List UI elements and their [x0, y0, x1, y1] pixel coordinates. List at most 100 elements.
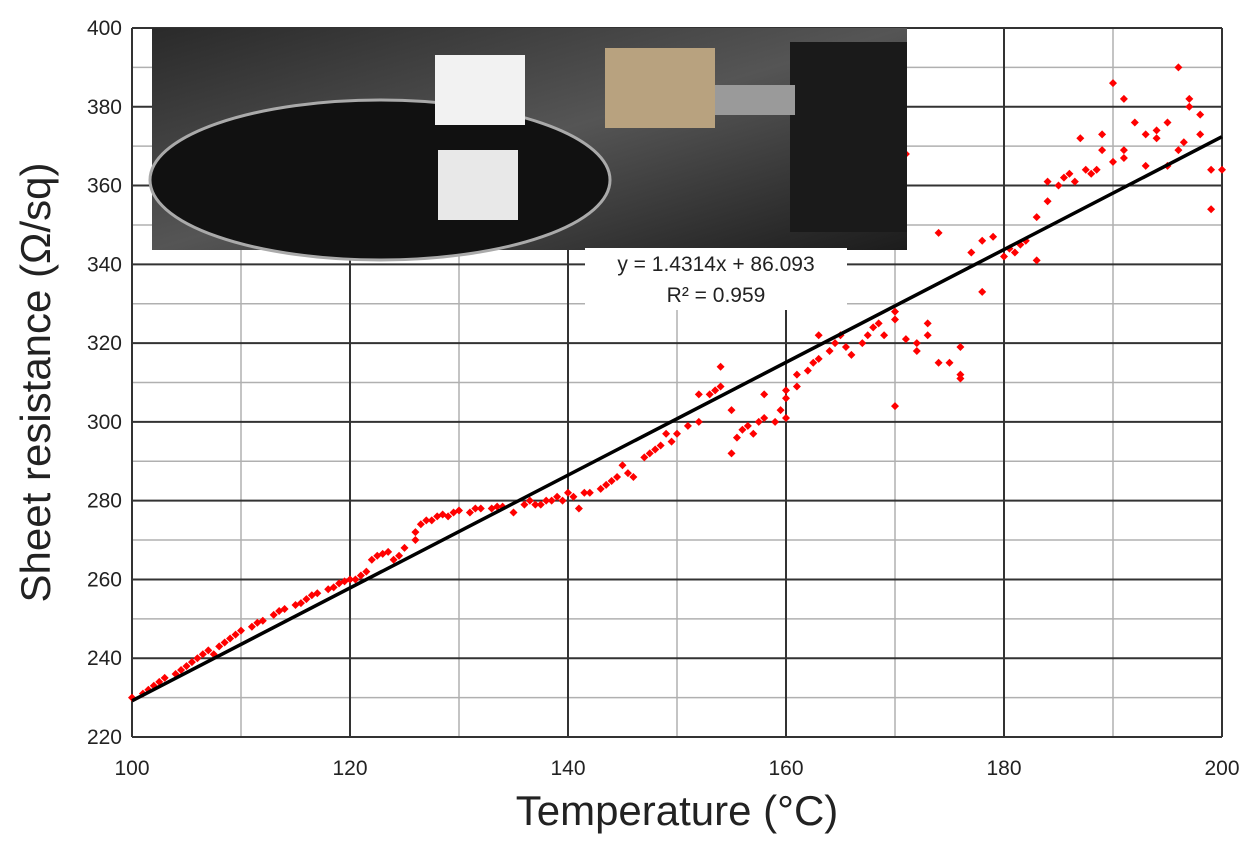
- point: [716, 382, 725, 391]
- point: [1207, 165, 1216, 174]
- point: [220, 638, 229, 647]
- point: [302, 595, 311, 604]
- point: [198, 650, 207, 659]
- point: [362, 567, 371, 576]
- point: [520, 500, 529, 509]
- point: [416, 520, 425, 529]
- point: [623, 469, 632, 478]
- y-tick-label: 340: [87, 253, 122, 276]
- point: [351, 575, 360, 584]
- point: [651, 445, 660, 454]
- y-tick-label: 400: [87, 17, 122, 40]
- point: [754, 417, 763, 426]
- point: [782, 413, 790, 422]
- point: [645, 449, 654, 458]
- point: [956, 370, 965, 379]
- photo-inset: [148, 28, 907, 262]
- point: [607, 476, 616, 485]
- point: [1010, 248, 1019, 257]
- point: [1054, 181, 1063, 190]
- point: [1032, 213, 1041, 222]
- point: [187, 658, 196, 667]
- point: [934, 358, 943, 367]
- point: [411, 528, 420, 537]
- point: [743, 421, 752, 430]
- trendline: [131, 135, 1223, 703]
- x-tick-label: 180: [986, 757, 1021, 780]
- point: [542, 496, 551, 505]
- point: [869, 323, 878, 332]
- point: [978, 287, 987, 296]
- point: [215, 642, 224, 651]
- point: [825, 346, 834, 355]
- point: [776, 406, 785, 415]
- point: [509, 508, 518, 517]
- x-axis-label: Temperature (°C): [516, 787, 839, 834]
- point: [1141, 161, 1150, 170]
- point: [177, 666, 186, 675]
- point: [858, 339, 867, 348]
- point: [891, 307, 899, 316]
- point: [705, 390, 714, 399]
- point: [814, 331, 823, 340]
- x-tick-label: 100: [114, 757, 149, 780]
- point: [831, 339, 840, 348]
- point: [803, 366, 812, 375]
- point: [558, 496, 567, 505]
- y-tick-label: 220: [87, 726, 122, 749]
- point: [204, 646, 213, 655]
- y-tick-label: 300: [87, 411, 122, 434]
- y-tick-label: 260: [87, 568, 122, 591]
- point: [226, 634, 235, 643]
- point: [585, 488, 594, 497]
- point: [444, 512, 453, 521]
- point: [596, 484, 605, 493]
- point: [814, 354, 823, 363]
- point: [618, 461, 627, 470]
- point: [640, 453, 649, 462]
- point: [525, 496, 534, 505]
- point: [547, 496, 556, 505]
- point: [738, 425, 747, 434]
- point: [978, 236, 987, 245]
- point: [934, 228, 943, 237]
- point: [329, 583, 338, 592]
- point: [356, 571, 365, 580]
- point: [1065, 169, 1074, 178]
- point: [1098, 130, 1107, 139]
- point: [841, 343, 850, 352]
- point: [771, 417, 780, 426]
- trendline-equation: y = 1.4314x + 86.093: [617, 253, 814, 276]
- point: [1174, 146, 1183, 155]
- point: [465, 508, 474, 517]
- point: [629, 473, 638, 482]
- point: [760, 413, 769, 422]
- point: [160, 673, 169, 682]
- point: [662, 429, 671, 438]
- point: [280, 604, 289, 613]
- point: [923, 319, 932, 328]
- point: [476, 504, 485, 513]
- x-tick-label: 140: [550, 757, 585, 780]
- point: [258, 616, 267, 625]
- point: [269, 610, 278, 619]
- point: [1032, 256, 1041, 265]
- x-tick-label: 120: [332, 757, 367, 780]
- point: [1141, 130, 1150, 139]
- point: [422, 516, 431, 525]
- point: [1207, 205, 1216, 214]
- point: [989, 232, 998, 241]
- point: [792, 370, 801, 379]
- point: [1218, 165, 1226, 174]
- point: [1163, 118, 1172, 127]
- point: [727, 449, 736, 458]
- point: [732, 433, 741, 442]
- point: [574, 504, 583, 513]
- point: [967, 248, 976, 257]
- point: [193, 654, 202, 663]
- point: [395, 551, 404, 560]
- point: [945, 358, 954, 367]
- point: [1109, 79, 1117, 88]
- point: [880, 331, 889, 340]
